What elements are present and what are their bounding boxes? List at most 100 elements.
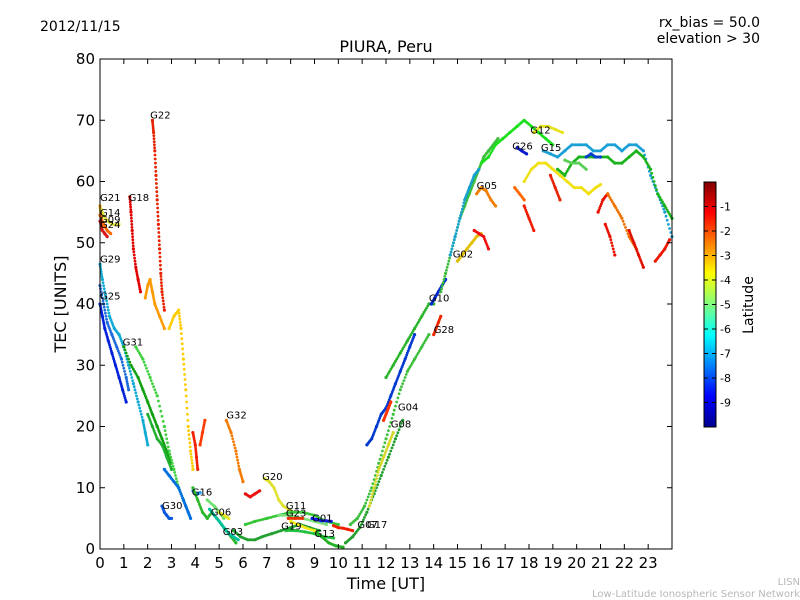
- data-point: [598, 155, 603, 159]
- data-point: [116, 372, 120, 375]
- data-point: [274, 490, 277, 494]
- data-point: [128, 370, 132, 373]
- data-point: [367, 492, 371, 496]
- data-point: [196, 467, 200, 471]
- data-point: [635, 249, 639, 253]
- date-label: 2012/11/15: [40, 19, 121, 35]
- data-point: [157, 235, 161, 239]
- data-point: [124, 400, 128, 404]
- data-point: [442, 278, 446, 281]
- data-point: [396, 396, 400, 400]
- data-point: [139, 382, 142, 385]
- data-point: [402, 379, 406, 382]
- data-point: [116, 347, 119, 351]
- data-point: [179, 324, 183, 327]
- data-point: [102, 287, 106, 291]
- data-point: [237, 464, 241, 468]
- data-point: [609, 238, 613, 242]
- data-point: [168, 452, 172, 456]
- data-point: [152, 137, 156, 141]
- data-point: [104, 311, 107, 315]
- data-point: [370, 486, 374, 490]
- data-point: [158, 255, 162, 259]
- data-point: [163, 451, 167, 455]
- data-point: [158, 259, 162, 263]
- series-G15y: [522, 161, 603, 196]
- data-point: [162, 326, 166, 331]
- data-point: [179, 326, 183, 331]
- data-point: [119, 382, 123, 385]
- data-point: [611, 247, 615, 251]
- data-point: [149, 421, 153, 424]
- data-point: [111, 323, 115, 326]
- data-point: [366, 495, 370, 499]
- data-point: [104, 293, 107, 297]
- data-point: [549, 176, 553, 179]
- data-point: [366, 507, 370, 511]
- data-point: [146, 370, 150, 373]
- data-point: [161, 323, 165, 326]
- data-point: [188, 437, 191, 441]
- data-point: [156, 214, 160, 218]
- data-point: [604, 225, 608, 228]
- data-point: [136, 400, 140, 404]
- series-G02r: [472, 228, 491, 251]
- data-point: [159, 278, 163, 281]
- data-point: [105, 302, 109, 306]
- data-point: [162, 441, 166, 445]
- data-point: [158, 243, 161, 247]
- data-point: [168, 325, 172, 328]
- satellite-label: G12: [530, 126, 550, 137]
- data-point: [373, 483, 377, 487]
- data-point: [395, 434, 399, 438]
- series-G12r: [522, 204, 536, 233]
- data-point: [137, 378, 141, 381]
- satellite-label: G13: [315, 529, 335, 540]
- data-point: [106, 308, 110, 312]
- data-point: [151, 294, 155, 298]
- data-point: [390, 446, 394, 450]
- data-point: [397, 392, 401, 396]
- x-tick-label: 13: [400, 554, 419, 572]
- data-point: [122, 366, 126, 370]
- x-tick-label: 11: [353, 554, 372, 572]
- data-point: [158, 431, 162, 434]
- data-point: [191, 464, 195, 468]
- data-point: [138, 290, 143, 294]
- satellite-label: G08: [391, 420, 411, 431]
- data-point: [157, 399, 160, 403]
- data-point: [398, 388, 402, 392]
- x-tick-label: 5: [214, 554, 224, 572]
- data-point: [132, 367, 135, 371]
- data-point: [358, 526, 362, 530]
- data-point: [451, 244, 455, 248]
- data-point: [394, 359, 397, 363]
- data-point: [483, 239, 487, 243]
- data-point: [155, 182, 158, 185]
- data-point: [638, 255, 641, 259]
- data-point: [128, 195, 132, 199]
- data-point: [281, 513, 285, 517]
- data-point: [416, 321, 420, 324]
- data-point: [236, 538, 240, 542]
- data-point: [172, 467, 176, 471]
- series-G30b: [160, 504, 174, 521]
- data-point: [441, 281, 445, 284]
- data-point: [112, 357, 116, 361]
- satellite-label: G22: [150, 110, 170, 121]
- data-point: [395, 400, 399, 404]
- data-point: [151, 382, 154, 385]
- satellite-label: G09: [100, 215, 120, 226]
- data-point: [153, 149, 157, 153]
- series-G12: [532, 124, 565, 135]
- series-G15g: [556, 149, 674, 220]
- data-point: [103, 290, 107, 294]
- data-point: [652, 180, 656, 183]
- data-point: [104, 329, 107, 332]
- data-point: [163, 429, 167, 432]
- data-point: [161, 420, 165, 423]
- satellite-label: G04: [398, 403, 418, 414]
- data-point: [166, 459, 170, 463]
- data-point: [154, 391, 158, 395]
